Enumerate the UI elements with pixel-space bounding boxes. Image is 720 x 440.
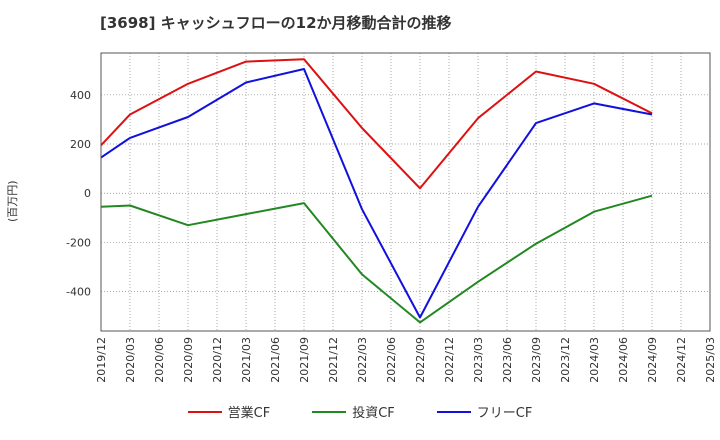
x-tick-label: 2023/09 [530, 337, 543, 383]
y-tick-label: -200 [66, 236, 91, 249]
legend-swatch [436, 410, 471, 413]
x-tick-label: 2022/12 [443, 337, 456, 383]
series-line-投資CF [100, 194, 653, 324]
y-tick-label: -400 [66, 286, 91, 299]
y-tick-label: 200 [70, 138, 91, 151]
x-tick-label: 2020/12 [211, 337, 224, 383]
x-tick-label: 2023/03 [472, 337, 485, 383]
legend-item: フリーCF [436, 402, 533, 421]
series-lines [100, 58, 653, 324]
x-tick-label: 2021/09 [298, 337, 311, 383]
x-tick-label: 2024/06 [617, 337, 630, 383]
x-tick-label: 2022/03 [356, 337, 369, 383]
legend-item: 投資CF [312, 402, 395, 421]
series-line-営業CF [100, 58, 653, 190]
y-tick-labels: -400 -200 0 200 400 [66, 89, 91, 299]
x-tick-label: 2019/12 [95, 337, 108, 383]
chart-title: [3698] キャッシュフローの12か月移動合計の推移 [100, 14, 452, 32]
plot-frame [100, 52, 711, 332]
legend-label: フリーCF [476, 406, 533, 421]
legend-swatch [187, 410, 222, 413]
x-tick-label: 2022/06 [385, 337, 398, 383]
x-tick-label: 2024/09 [646, 337, 659, 383]
x-tick-label: 2023/06 [501, 337, 514, 383]
x-tick-label: 2020/09 [182, 337, 195, 383]
y-tick-label: 400 [70, 89, 91, 102]
legend-label: 投資CF [352, 406, 395, 421]
legend-label: 営業CF [227, 406, 271, 421]
y-tick-label: 0 [84, 187, 91, 200]
x-tick-label: 2022/09 [414, 337, 427, 383]
x-tick-label: 2020/03 [124, 337, 137, 383]
series-line-フリーCF [100, 68, 653, 319]
legend: 営業CF 投資CF フリーCF [0, 402, 720, 421]
x-tick-labels: 2019/12 2020/03 2020/06 2020/09 2020/12 2021/… [95, 337, 717, 383]
x-tick-label: 2025/03 [704, 337, 717, 383]
x-tick-label: 2020/06 [153, 337, 166, 383]
x-tick-label: 2023/12 [559, 337, 572, 383]
x-tick-label: 2021/03 [240, 337, 253, 383]
legend-item: 営業CF [187, 402, 271, 421]
x-tick-label: 2021/06 [269, 337, 282, 383]
x-tick-label: 2021/12 [327, 337, 340, 383]
grid [100, 53, 711, 331]
x-tick-label: 2024/03 [588, 337, 601, 383]
x-tick-label: 2024/12 [675, 337, 688, 383]
legend-swatch [312, 410, 347, 413]
